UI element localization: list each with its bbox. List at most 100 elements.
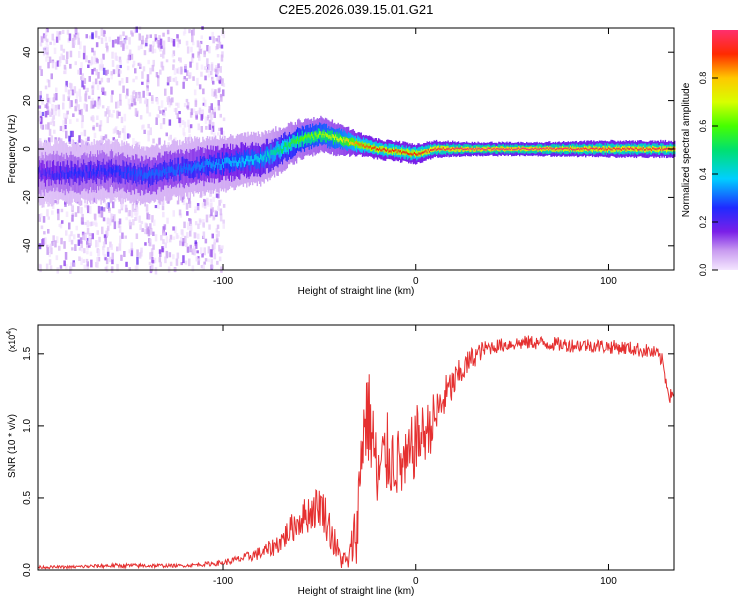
heatmap-cell <box>508 147 510 150</box>
heatmap-cell <box>190 46 193 53</box>
heatmap-cell <box>290 142 292 147</box>
heatmap-cell <box>90 100 93 109</box>
heatmap-cell <box>206 45 209 52</box>
heatmap-cell <box>60 44 63 51</box>
heatmap-cell <box>648 145 650 151</box>
y-tick-label: -20 <box>22 190 33 205</box>
heatmap-cell <box>638 145 640 151</box>
heatmap-cell <box>62 125 65 133</box>
heatmap-cell <box>118 111 121 116</box>
heatmap-cell <box>194 111 198 118</box>
heatmap-cell <box>148 214 151 220</box>
heatmap-cell <box>193 89 197 96</box>
heatmap-cell <box>86 165 88 184</box>
heatmap-cell <box>88 162 91 180</box>
heatmap-cell <box>77 233 80 238</box>
heatmap-cell <box>255 153 257 170</box>
heatmap-cell <box>164 242 167 249</box>
heatmap-cell <box>302 135 305 147</box>
heatmap-cell <box>271 149 273 164</box>
heatmap-cell <box>86 250 89 255</box>
heatmap-cell <box>60 208 64 213</box>
heatmap-cell <box>86 204 90 210</box>
heatmap-cell <box>128 104 132 110</box>
heatmap-cell <box>176 200 180 205</box>
heatmap-cell <box>63 64 67 70</box>
heatmap-cell <box>194 206 197 211</box>
heatmap-cell <box>177 102 180 108</box>
heatmap-cell <box>372 147 374 150</box>
heatmap-cell <box>411 149 413 156</box>
heatmap-cell <box>380 146 382 152</box>
heatmap-cell <box>136 256 139 265</box>
heatmap-cell <box>196 77 199 86</box>
heatmap-cell <box>138 167 140 185</box>
heatmap-cell <box>54 104 58 111</box>
heatmap-cell <box>150 263 154 270</box>
heatmap-cell <box>105 203 109 209</box>
heatmap-cell <box>654 148 656 150</box>
heatmap-cell <box>284 142 286 147</box>
heatmap-cell <box>137 170 139 177</box>
heatmap-cell <box>152 167 154 185</box>
heatmap-cell <box>251 159 254 165</box>
heatmap-cell <box>87 60 91 64</box>
heatmap-cell <box>211 207 214 213</box>
heatmap-cell <box>137 92 141 97</box>
heatmap-cell <box>198 84 202 90</box>
heatmap-cell <box>434 147 436 150</box>
heatmap-cell <box>551 148 553 150</box>
heatmap-cell <box>549 147 551 149</box>
heatmap-cell <box>606 148 609 151</box>
heatmap-cell <box>79 68 82 75</box>
heatmap-cell <box>108 109 111 118</box>
heatmap-cell <box>105 258 109 265</box>
heatmap-cell <box>134 265 138 271</box>
heatmap-cell <box>97 167 99 175</box>
heatmap-cell <box>626 147 628 149</box>
heatmap-cell <box>88 171 91 178</box>
heatmap-cell <box>662 145 664 151</box>
heatmap-cell <box>196 250 199 254</box>
heatmap-cell <box>646 146 648 152</box>
heatmap-cell <box>534 147 536 150</box>
heatmap-cell <box>130 169 132 176</box>
heatmap-cell <box>197 161 199 168</box>
heatmap-cell <box>112 137 115 141</box>
heatmap-cell <box>41 124 45 130</box>
heatmap-cell <box>452 146 454 152</box>
heatmap-cell <box>145 223 148 229</box>
heatmap-cell <box>282 149 284 154</box>
heatmap-cell <box>77 160 79 179</box>
heatmap-cell <box>86 240 89 248</box>
heatmap-cell <box>127 167 129 175</box>
heatmap-cell <box>58 61 62 67</box>
heatmap-cell <box>217 193 220 199</box>
heatmap-cell <box>200 114 203 121</box>
heatmap-cell <box>212 91 216 97</box>
heatmap-cell <box>480 147 483 152</box>
heatmap-cell <box>374 146 376 153</box>
heatmap-cell <box>44 35 47 41</box>
heatmap-cell <box>652 147 654 150</box>
heatmap-cell <box>228 158 231 165</box>
heatmap-cell <box>75 99 78 108</box>
heatmap-cell <box>80 248 84 252</box>
heatmap-cell <box>172 236 176 240</box>
heatmap-cell <box>366 143 368 151</box>
heatmap-cell <box>596 147 598 150</box>
heatmap-cell <box>100 63 103 69</box>
heatmap-cell <box>39 165 41 173</box>
heatmap-cell <box>128 166 130 174</box>
heatmap-cell <box>475 147 477 152</box>
heatmap-cell <box>112 201 115 209</box>
heatmap-cell <box>183 132 186 137</box>
heatmap-cell <box>134 68 137 74</box>
heatmap-cell <box>82 259 86 263</box>
heatmap-cell <box>416 149 418 156</box>
heatmap-cell <box>135 213 138 221</box>
heatmap-cell <box>138 62 142 68</box>
heatmap-cell <box>178 111 181 115</box>
heatmap-cell <box>189 61 192 68</box>
heatmap-cell <box>600 147 602 150</box>
